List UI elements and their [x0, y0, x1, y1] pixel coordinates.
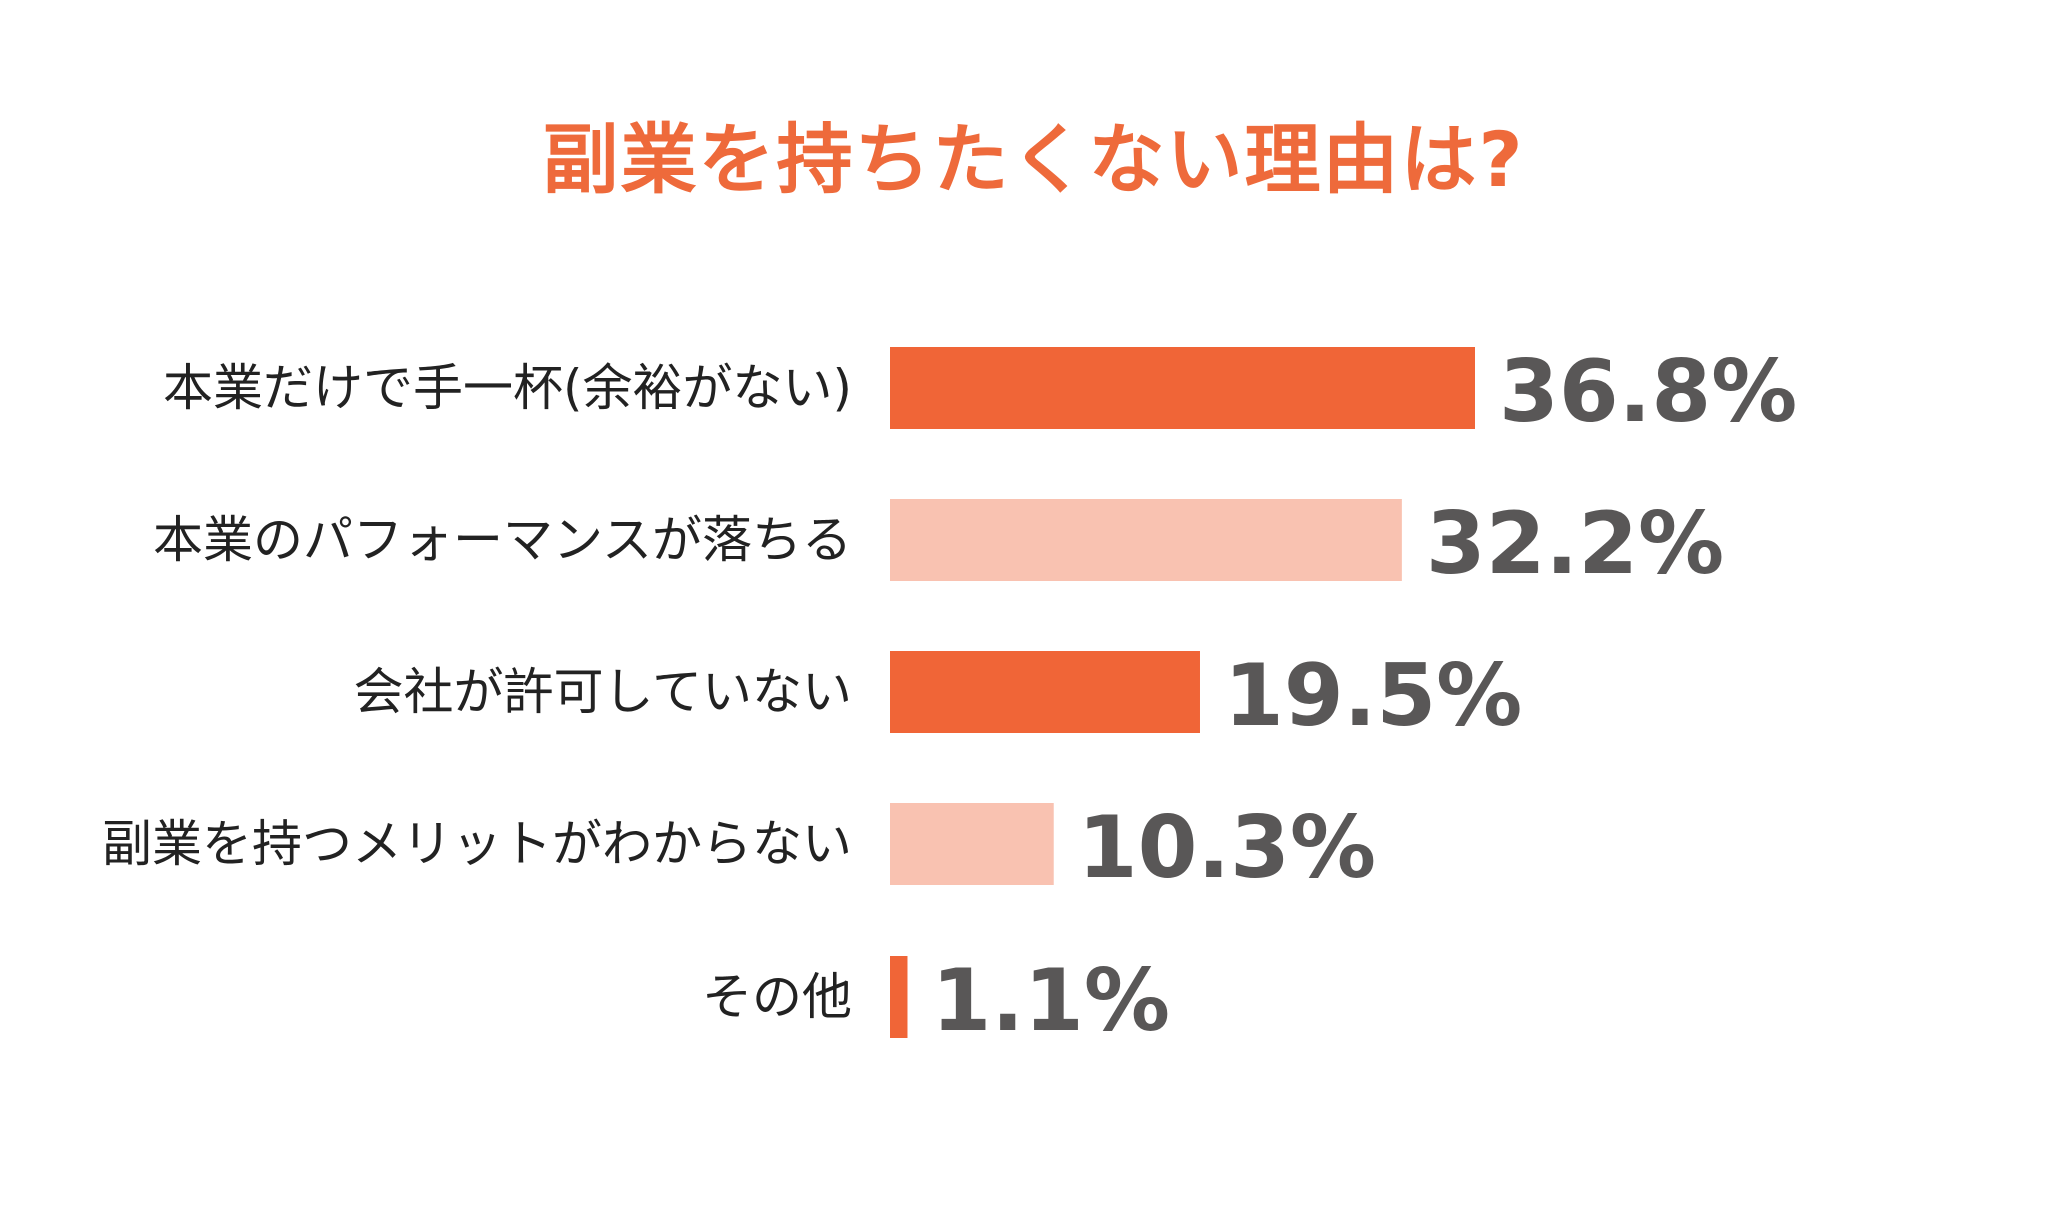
value-label-5: 1.1%	[931, 951, 1170, 1051]
bar-4	[890, 803, 1054, 885]
bar-3	[890, 651, 1200, 733]
category-label-4: 副業を持つメリットがわからない	[102, 815, 852, 873]
category-label-5: その他	[702, 968, 852, 1026]
value-label-4: 10.3%	[1078, 798, 1376, 898]
chart-title: 副業を持ちたくない理由は?	[542, 115, 1525, 204]
bar-5	[890, 956, 908, 1038]
bars-layer: 本業だけで手一杯(余裕がない) 36.8% 本業のパフォーマンスが落ちる 32.2% 会…	[102, 342, 1797, 1051]
bar-2	[890, 499, 1402, 581]
value-label-1: 36.8%	[1499, 342, 1797, 442]
category-label-1: 本業だけで手一杯(余裕がない)	[163, 359, 852, 417]
value-label-2: 32.2%	[1426, 494, 1724, 594]
category-label-2: 本業のパフォーマンスが落ちる	[153, 511, 852, 569]
bar-1	[890, 347, 1475, 429]
value-label-3: 19.5%	[1224, 646, 1522, 746]
category-label-3: 会社が許可していない	[354, 663, 853, 721]
